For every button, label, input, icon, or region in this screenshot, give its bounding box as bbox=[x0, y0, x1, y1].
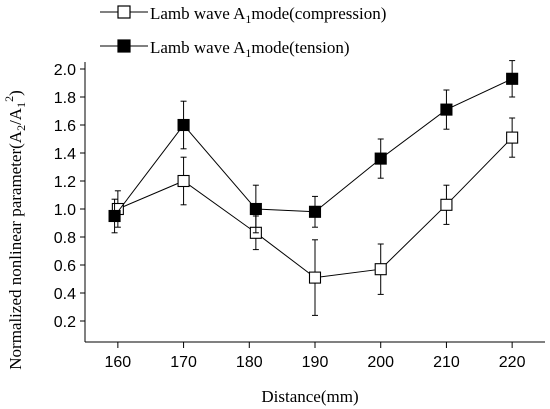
y-ticks: 0.2 0.4 0.6 0.8 1.0 1.2 1.4 1.6 1.8 2.0 bbox=[54, 62, 85, 331]
x-ticks: 160 170 180 190 200 210 220 bbox=[105, 342, 526, 371]
legend-label-tension-suffix: mode(tension) bbox=[251, 38, 349, 57]
y-tick-label: 0.6 bbox=[54, 258, 76, 275]
data-point-tension bbox=[177, 118, 190, 132]
legend-entry-compression: Lamb wave A1mode(compression) bbox=[100, 4, 386, 26]
y-tick-label: 2.0 bbox=[54, 62, 76, 79]
x-tick-label: 220 bbox=[499, 354, 526, 371]
y-tick-label: 0.8 bbox=[54, 230, 76, 247]
y-tick-label: 1.8 bbox=[54, 90, 76, 107]
legend: Lamb wave A1mode(compression) Lamb wave … bbox=[100, 4, 386, 60]
y-tick-label: 1.6 bbox=[54, 118, 76, 135]
legend-label-tension-prefix: Lamb wave A bbox=[150, 38, 246, 57]
x-axis-label: Distance(mm) bbox=[261, 387, 358, 406]
y-axis-label-slash: /A bbox=[6, 107, 25, 125]
data-point-tension bbox=[506, 72, 519, 85]
legend-entry-tension: Lamb wave A1mode(tension) bbox=[100, 38, 350, 60]
legend-label-tension-sub: 1 bbox=[245, 46, 251, 60]
data-point-tension bbox=[440, 103, 453, 116]
y-tick-label: 1.4 bbox=[54, 146, 76, 163]
data-point-compression bbox=[440, 198, 453, 211]
x-tick-label: 190 bbox=[302, 354, 329, 371]
data-point-compression bbox=[374, 263, 387, 276]
y-axis-label-main: Normalized nonlinear parameter(A bbox=[6, 130, 25, 370]
legend-label-compression-sub: 1 bbox=[245, 12, 251, 26]
y-axis-label-sub1: 1 bbox=[14, 102, 28, 108]
data-point-tension bbox=[374, 152, 387, 165]
y-tick-label: 0.2 bbox=[54, 314, 76, 331]
y-axis-label-sup2: 2 bbox=[2, 96, 16, 102]
x-tick-label: 160 bbox=[105, 354, 132, 371]
legend-marker-compression bbox=[117, 5, 131, 19]
legend-label-compression-prefix: Lamb wave A bbox=[150, 4, 246, 23]
x-tick-label: 170 bbox=[170, 354, 197, 371]
series-tension bbox=[108, 60, 519, 234]
data-point-compression bbox=[177, 174, 190, 188]
y-axis-label-close: ) bbox=[6, 90, 25, 96]
x-tick-label: 200 bbox=[367, 354, 394, 371]
legend-label-tension: Lamb wave A1mode(tension) bbox=[150, 38, 350, 60]
series-line-tension bbox=[114, 78, 513, 217]
legend-label-compression-suffix: mode(compression) bbox=[251, 4, 386, 23]
series-layer bbox=[108, 60, 519, 316]
legend-marker-tension bbox=[117, 39, 131, 53]
y-axis-label: Normalized nonlinear parameter(A2/A12) bbox=[2, 90, 28, 370]
data-point-tension bbox=[108, 209, 121, 223]
y-axis-label-sub2: 2 bbox=[14, 125, 28, 131]
x-tick-label: 180 bbox=[236, 354, 263, 371]
y-tick-label: 1.2 bbox=[54, 174, 76, 191]
legend-label-compression: Lamb wave A1mode(compression) bbox=[150, 4, 386, 26]
y-tick-label: 0.4 bbox=[54, 286, 76, 303]
data-point-compression bbox=[506, 131, 519, 144]
data-point-compression bbox=[308, 271, 322, 284]
data-point-tension bbox=[249, 202, 262, 216]
y-tick-label: 1.0 bbox=[54, 202, 76, 219]
x-tick-label: 210 bbox=[433, 354, 460, 371]
axes: 160 170 180 190 200 210 220 0.2 0.4 0.6 0.8 1.0 1.2… bbox=[54, 62, 545, 371]
data-point-tension bbox=[308, 205, 322, 218]
